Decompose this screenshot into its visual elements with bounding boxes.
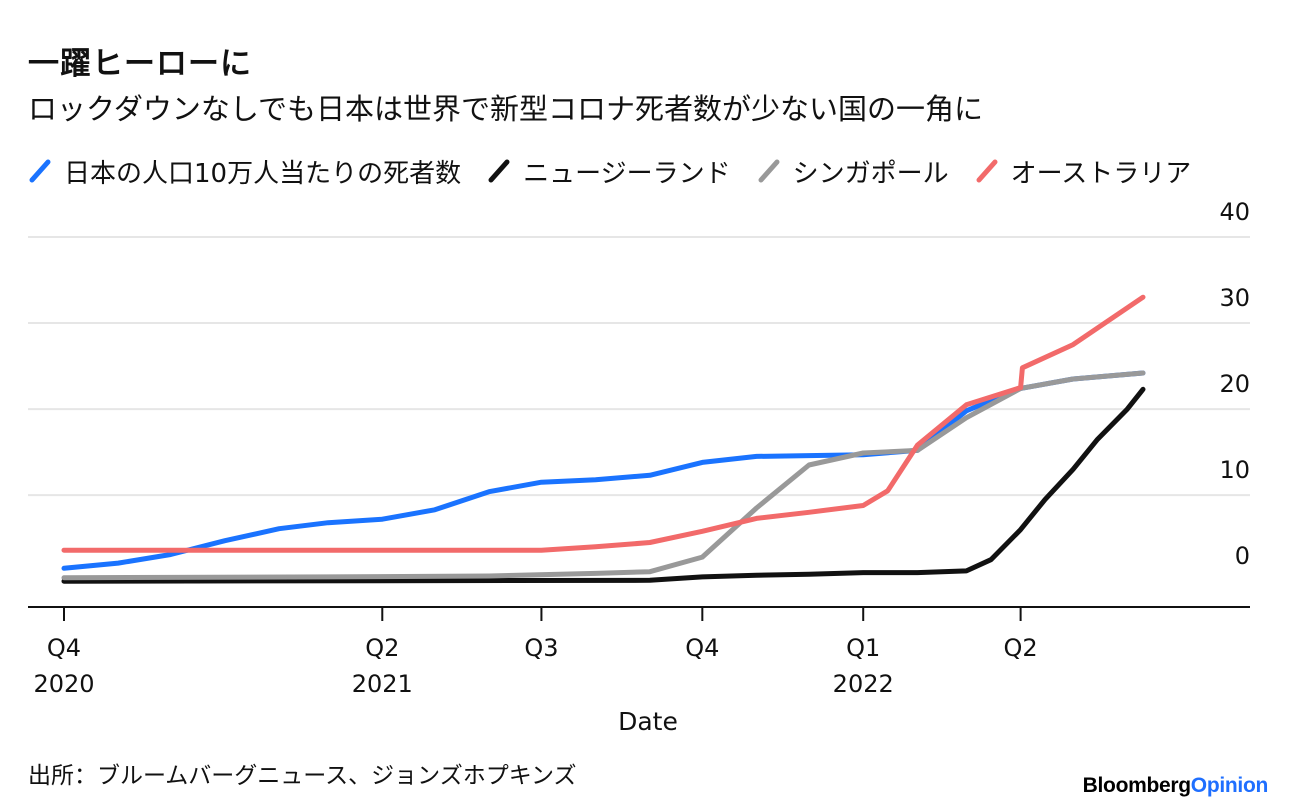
chart-subtitle: ロックダウンなしでも日本は世界で新型コロナ死者数が少ない国の一角に (28, 92, 983, 126)
x-tick-label-quarter: Q1 (846, 634, 880, 662)
y-tick-label: 30 (1219, 284, 1250, 312)
series-line-1 (61, 386, 1146, 584)
x-tick-label-year: 2021 (352, 670, 413, 698)
legend: 日本の人口10万人当たりの死者数 ニュージーランド シンガポール オーストラリア (28, 153, 1192, 190)
x-axis-ticks: Q4 2020 Q2 2021 Q3 Q4 Q1 2022 Q2 (33, 607, 1038, 698)
chart-title: 一躍ヒーローに (28, 46, 252, 82)
series-line-3 (61, 294, 1146, 553)
y-tick-label: 0 (1235, 542, 1250, 570)
legend-label: 日本の人口10万人当たりの死者数 (64, 158, 462, 189)
x-axis-title: Date (618, 707, 678, 736)
source-note: 出所：ブルームバーグニュース、ジョンズホプキンズ (28, 763, 577, 789)
legend-swatch (488, 159, 510, 183)
brand-logo: BloombergOpinion (1082, 774, 1269, 798)
brand-name: Bloomberg (1082, 774, 1191, 797)
legend-swatch (976, 159, 998, 183)
legend-label: オーストラリア (1010, 158, 1192, 189)
x-tick-label-quarter: Q4 (685, 634, 719, 662)
legend-item: 日本の人口10万人当たりの死者数 (28, 153, 461, 190)
y-tick-label: 40 (1219, 198, 1250, 226)
brand-suffix: Opinion (1190, 774, 1269, 797)
y-tick-label: 10 (1219, 456, 1250, 484)
x-tick-label-quarter: Q4 (47, 634, 81, 662)
legend-label: ニュージーランド (523, 158, 731, 189)
x-tick-label-year: 2020 (33, 670, 94, 698)
x-tick-label-quarter: Q2 (1004, 634, 1038, 662)
y-tick-label: 20 (1219, 370, 1250, 398)
legend-label: シンガポール (792, 158, 949, 189)
y-axis-tick-labels: 0 10 20 30 40 (1219, 198, 1250, 570)
x-tick-label-quarter: Q3 (524, 634, 558, 662)
legend-item: ニュージーランド (487, 153, 731, 190)
x-tick-label-year: 2022 (833, 670, 894, 698)
series-line-0 (61, 370, 1146, 571)
legend-swatch (29, 159, 51, 183)
x-tick-label-quarter: Q2 (365, 634, 399, 662)
series-line-2 (61, 370, 1146, 581)
legend-item: シンガポール (757, 153, 949, 190)
gridlines (28, 236, 1250, 497)
legend-swatch (758, 159, 780, 183)
legend-item: オーストラリア (975, 153, 1192, 190)
series-lines (61, 294, 1146, 584)
